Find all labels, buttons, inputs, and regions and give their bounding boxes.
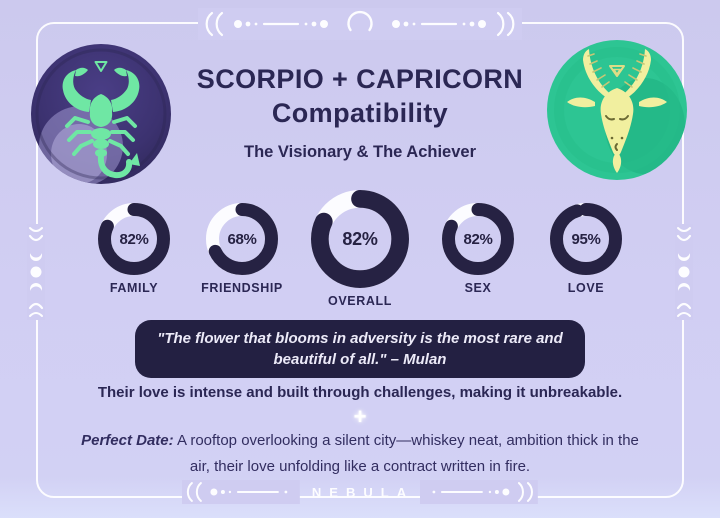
gauge-percentage: 95% (571, 230, 601, 248)
gauge-family: 82% FAMILY (95, 190, 173, 295)
donut-ring: 82% (311, 190, 409, 288)
gauge-sex: 82% SEX (439, 190, 517, 295)
donut-ring: 68% (206, 203, 278, 275)
title-block: SCORPIO + CAPRICORN Compatibility (160, 62, 560, 130)
moon-phases-icon (420, 480, 539, 504)
gauge-label: SEX (464, 281, 492, 295)
donut-ring: 82% (98, 203, 170, 275)
donut-ring: 95% (550, 203, 622, 275)
gauge-percentage: 68% (227, 230, 257, 248)
scorpio-zodiac-icon (29, 42, 173, 186)
gauge-percentage: 82% (119, 230, 149, 248)
crescent-moon-icon (347, 10, 373, 32)
bottom-border-ornament: NEBULA (181, 479, 539, 505)
gauge-label: FRIENDSHIP (201, 281, 283, 295)
left-border-ornament (27, 224, 45, 320)
moon-phases-icon (675, 224, 693, 320)
perfect-date-text: A rooftop overlooking a silent city—whis… (176, 432, 639, 475)
gauge-love: 95% LOVE (547, 190, 625, 295)
top-border-ornament (192, 8, 528, 40)
subtitle-archetypes: The Visionary & The Achiever (244, 143, 476, 161)
gauge-label: OVERALL (328, 294, 392, 308)
gauge-friendship: 68% FRIENDSHIP (201, 190, 283, 295)
summary-text: Their love is intense and built through … (97, 384, 623, 401)
quote-box: "The flower that blooms in adversity is … (135, 320, 585, 378)
moon-phases-icon (27, 224, 45, 320)
page-title-line2: Compatibility (271, 98, 449, 128)
compatibility-gauges: 82% FAMILY 68% FRIENDSHIP 82% O (36, 190, 684, 308)
page-title-line1: SCORPIO + CAPRICORN (196, 64, 524, 94)
donut-ring: 82% (442, 203, 514, 275)
gauge-percentage: 82% (463, 230, 493, 248)
capricorn-zodiac-icon (545, 38, 689, 182)
gauge-label: FAMILY (109, 281, 159, 295)
perfect-date-label: Perfect Date: (81, 432, 174, 449)
quote-text: "The flower that blooms in adversity is … (157, 330, 563, 368)
perfect-date-paragraph: Perfect Date: A rooftop overlooking a si… (75, 428, 645, 480)
plus-sparkle-icon: + (353, 404, 367, 429)
brand-nebula: NEBULA (311, 484, 415, 500)
gauge-percentage: 82% (342, 228, 378, 249)
moon-phases-icon (198, 8, 522, 40)
gauge-overall: 82% OVERALL (311, 190, 409, 308)
right-border-ornament (675, 224, 693, 320)
gauge-label: LOVE (567, 281, 605, 295)
moon-phases-icon (181, 480, 300, 504)
